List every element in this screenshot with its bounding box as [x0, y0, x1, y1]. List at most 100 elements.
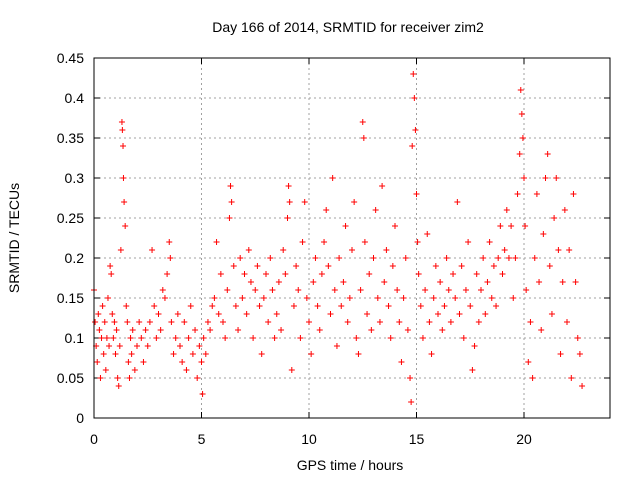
data-point — [144, 343, 151, 349]
data-point — [245, 247, 252, 253]
data-point — [398, 359, 405, 365]
data-point — [189, 351, 196, 357]
data-point — [410, 71, 417, 77]
data-point — [114, 375, 121, 381]
data-point — [250, 335, 257, 341]
y-tick-labels: 0 0.05 0.1 0.15 0.2 0.25 0.3 0.35 0.4 0.45 — [57, 50, 84, 426]
data-point — [273, 311, 280, 317]
data-point — [142, 327, 149, 333]
data-point — [235, 327, 242, 333]
y-tick-label: 0.4 — [65, 90, 85, 106]
data-point — [338, 303, 345, 309]
data-point — [538, 327, 545, 333]
data-point — [215, 311, 222, 317]
data-point — [432, 263, 439, 269]
data-point — [116, 343, 123, 349]
data-point — [269, 287, 276, 293]
data-point — [115, 383, 122, 389]
data-point — [314, 303, 321, 309]
data-point — [288, 367, 295, 373]
data-point — [529, 375, 536, 381]
data-point — [542, 175, 549, 181]
data-point — [232, 303, 239, 309]
data-point — [159, 287, 166, 293]
data-point — [99, 303, 106, 309]
data-point — [342, 223, 349, 229]
plot-frame — [93, 57, 611, 419]
data-point — [336, 255, 343, 261]
data-point — [174, 311, 181, 317]
data-point — [566, 247, 573, 253]
data-point — [237, 255, 244, 261]
data-points — [91, 71, 586, 405]
data-point — [109, 311, 116, 317]
data-point — [167, 255, 174, 261]
data-point — [98, 335, 105, 341]
y-tick-label: 0.15 — [57, 290, 84, 306]
grid-lines — [94, 58, 610, 418]
y-tick-label: 0 — [76, 410, 84, 426]
y-tick-label: 0.1 — [65, 330, 85, 346]
data-point — [177, 343, 183, 349]
data-point — [514, 191, 521, 197]
data-point — [325, 263, 332, 269]
data-point — [503, 207, 510, 213]
data-point — [564, 319, 570, 325]
x-axis-label: GPS time / hours — [297, 457, 404, 473]
data-point — [282, 271, 289, 277]
data-point — [260, 295, 267, 301]
data-point — [546, 263, 553, 269]
data-point — [327, 311, 334, 317]
data-point — [518, 111, 525, 117]
data-point — [561, 207, 568, 213]
data-point — [387, 335, 394, 341]
data-point — [120, 143, 127, 149]
data-point — [540, 231, 547, 237]
data-point — [321, 239, 328, 245]
data-point — [118, 119, 125, 125]
data-point — [106, 343, 113, 349]
data-point — [202, 351, 209, 357]
data-point — [104, 295, 111, 301]
data-point — [392, 223, 398, 229]
data-point — [478, 287, 484, 293]
data-point — [473, 271, 480, 277]
data-point — [333, 343, 340, 349]
data-point — [402, 255, 409, 261]
data-point — [149, 247, 156, 253]
data-point — [400, 295, 407, 301]
data-point — [297, 335, 304, 341]
data-point — [199, 391, 206, 397]
data-point — [172, 335, 179, 341]
data-point — [138, 335, 145, 341]
data-point — [517, 87, 524, 93]
data-point — [480, 255, 487, 261]
data-point — [295, 287, 302, 293]
data-point — [170, 351, 177, 357]
data-point — [460, 335, 467, 341]
data-point — [243, 311, 250, 317]
data-point — [407, 375, 414, 381]
data-point — [107, 263, 114, 269]
data-point — [385, 303, 392, 309]
data-point — [357, 287, 364, 293]
data-point — [290, 303, 297, 309]
data-point — [570, 191, 577, 197]
data-point — [136, 319, 143, 325]
data-point — [194, 375, 201, 381]
data-point — [370, 255, 377, 261]
data-point — [121, 199, 128, 205]
data-point — [146, 319, 153, 325]
data-point — [247, 279, 254, 285]
data-point — [129, 327, 136, 333]
y-axis-label: SRMTID / TECUs — [6, 183, 22, 293]
data-point — [445, 287, 452, 293]
data-point — [128, 351, 135, 357]
data-point — [131, 367, 138, 373]
data-point — [96, 327, 103, 333]
data-point — [140, 359, 147, 365]
data-point — [108, 271, 115, 277]
data-point — [228, 199, 235, 205]
data-point — [471, 343, 478, 349]
